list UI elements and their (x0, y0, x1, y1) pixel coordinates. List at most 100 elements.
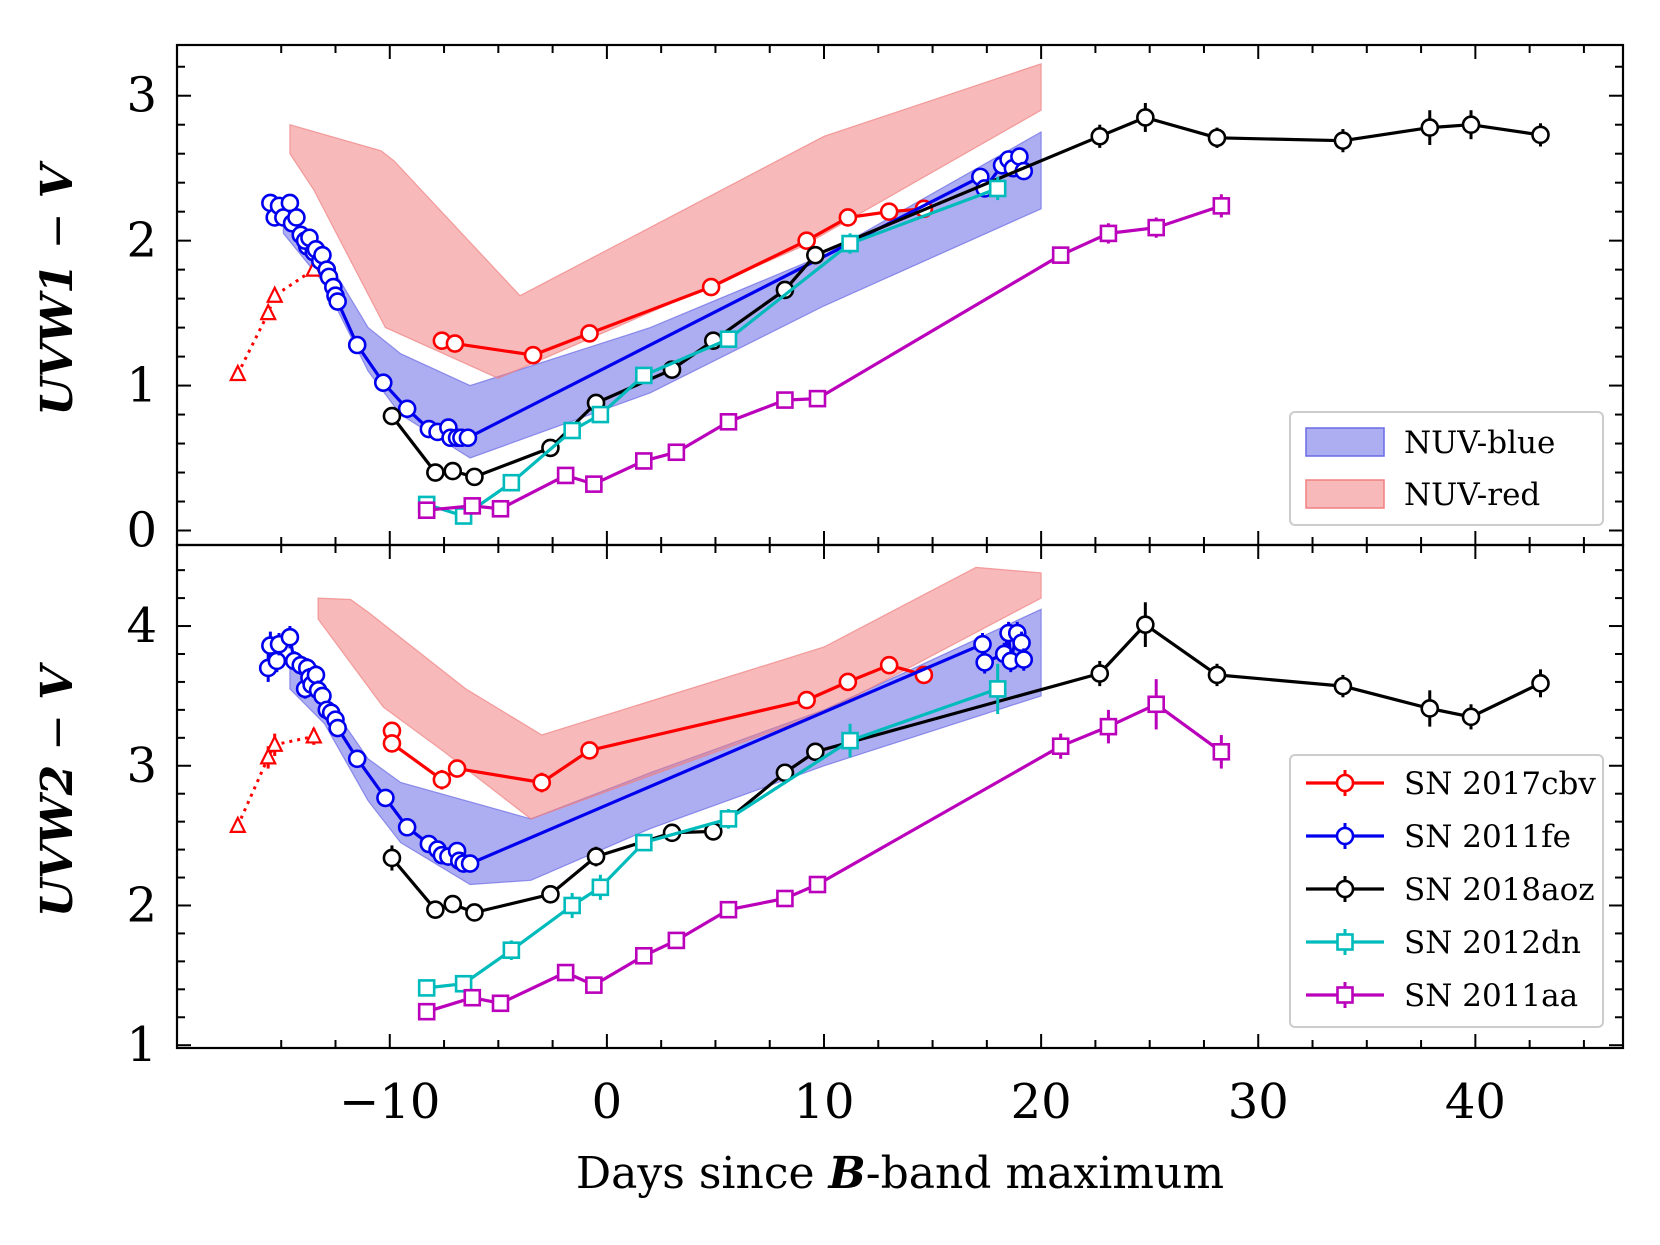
bottom-ytick-label: 2 (126, 877, 157, 933)
bottom-sn-2012dn-point (719, 810, 738, 828)
top-sn-2018aoz-point (465, 467, 484, 487)
bottom-sn-2018aoz-point (382, 848, 402, 868)
bottom-sn-2017cbv-point (879, 655, 899, 675)
top-sn-2011aa-point (719, 413, 738, 431)
bottom-sn-2011aa-point (1212, 742, 1231, 761)
bottom-ytick-label: 3 (126, 738, 157, 794)
legend-marker-sn-2018aoz (1335, 879, 1355, 899)
top-series-sn-2012dn (417, 176, 1007, 525)
top-sn-2011aa-point (776, 391, 794, 409)
top-sn-2011aa-point (1212, 197, 1231, 215)
bottom-legend: SN 2017cbv SN 2011fe SN 2018aoz SN 2012dn SN… (1289, 754, 1604, 1028)
bottom-sn-2011aa-point (1147, 695, 1165, 714)
top-sn-2017cbv-early-point (229, 363, 247, 382)
top-sn-2017cbv-point (701, 277, 721, 297)
top-sn-2018aoz-point (1207, 128, 1227, 148)
bottom-band-nuv-blue (289, 608, 1042, 886)
top-sn-2017cbv-point (797, 231, 816, 250)
bottom-sn-2011aa-point (635, 946, 653, 965)
bottom-series (229, 602, 1550, 1021)
xtick-label: 40 (1445, 1074, 1506, 1130)
top-sn-2011aa-point (417, 501, 436, 520)
bottom-sn-2018aoz-point (1333, 676, 1353, 696)
legend-label-nuv-red: NUV-red (1404, 477, 1540, 513)
bottom-sn-2011aa-point (719, 900, 738, 919)
legend-label-sn-2018aoz: SN 2018aoz (1404, 872, 1595, 908)
bottom-series-sn-2011fe (258, 621, 1034, 873)
bottom-sn-2012dn-point (841, 731, 859, 750)
bottom-series-sn-2011aa (417, 679, 1231, 1021)
bottom-bands (289, 566, 1042, 886)
bottom-sn-2017cbv-point (580, 741, 599, 760)
top-sn-2012dn-point (841, 234, 859, 253)
top-sn-2011fe-point (397, 399, 417, 419)
bottom-ylabel-part: − (32, 700, 83, 765)
top-sn-2011aa-point (635, 452, 653, 470)
bottom-sn-2018aoz-point (426, 900, 445, 919)
top-sn-2012dn-point (502, 473, 521, 492)
bottom-sn-2011fe-point (1012, 633, 1031, 653)
top-sn-2017cbv-point (879, 202, 899, 221)
bottom-sn-2018aoz-point (1461, 707, 1481, 727)
top-sn-2012dn-point (988, 179, 1007, 198)
top-band-nuv-red (289, 62, 1042, 379)
top-sn-2017cbv-early-point (259, 302, 277, 321)
top-ytick-label: 1 (126, 358, 157, 414)
top-sn-2012dn-point (719, 330, 738, 349)
top-sn-2011aa-point (667, 443, 686, 462)
top-sn-2018aoz-point (1461, 115, 1481, 135)
top-sn-2011aa-point (463, 497, 482, 515)
top-sn-2017cbv-early-line (236, 268, 315, 375)
top-legend: NUV-blue NUV-red (1289, 411, 1604, 526)
bottom-sn-2017cbv-early-point (259, 746, 277, 765)
bottom-sn-2017cbv-early-point (265, 734, 284, 752)
bottom-series-sn-2012dn (417, 663, 1007, 997)
top-sn-2018aoz-point (1136, 108, 1155, 127)
bottom-sn-2017cbv-point (838, 672, 858, 692)
top-sn-2011aa-point (556, 466, 575, 485)
top-panel: 0 1 2 3 NUV-blue NUV-red UVW1 − V (32, 43, 1625, 559)
bottom-sn-2012dn-point (635, 833, 653, 852)
xtick-label: 10 (793, 1074, 854, 1130)
xlabel-part: Days since (576, 1148, 829, 1199)
bottom-sn-2011aa-point (585, 976, 603, 994)
bottom-sn-2011aa-point (417, 1002, 436, 1021)
bottom-sn-2011fe-point (328, 718, 347, 738)
top-sn-2012dn-point (591, 405, 610, 424)
bottom-sn-2012dn-point (988, 680, 1007, 698)
bottom-sn-2011aa-point (776, 889, 794, 908)
top-sn-2017cbv-point (838, 208, 858, 227)
bottom-sn-2011aa-point (808, 875, 827, 894)
bottom-y-axis-label: UVW2 − V (32, 662, 83, 917)
bottom-sn-2011aa-point (491, 994, 510, 1013)
bottom-sn-2011fe-point (975, 653, 994, 672)
bottom-sn-2011fe-point (397, 817, 417, 837)
top-ylabel-part: − (32, 198, 83, 263)
legend-swatch-nuv-red (1305, 479, 1385, 509)
bottom-sn-2018aoz-point (1207, 665, 1227, 685)
top-ytick-label: 2 (126, 213, 157, 269)
bottom-plot-frame (175, 543, 1625, 1050)
xtick-label: 0 (592, 1074, 623, 1130)
legend-label-sn-2011aa: SN 2011aa (1404, 978, 1578, 1014)
top-sn-2011fe-point (458, 428, 478, 448)
top-sn-2018aoz-point (1333, 131, 1353, 150)
top-sn-2018aoz-point (443, 461, 463, 481)
bottom-sn-2018aoz-point (1090, 664, 1110, 683)
top-sn-2017cbv-early-point (265, 285, 284, 303)
bottom-sn-2018aoz-point (465, 903, 484, 922)
bottom-sn-2018aoz-point (541, 885, 560, 904)
top-sn-2011aa-point (585, 475, 603, 493)
top-sn-2018aoz-point (1090, 127, 1110, 146)
legend-marker-sn-2011fe (1335, 826, 1355, 846)
top-sn-2017cbv-point (445, 334, 465, 353)
bottom-sn-2011aa-point (1099, 717, 1118, 736)
x-axis-label: Days since B-band maximum (576, 1148, 1224, 1199)
xlabel-part: B (827, 1148, 866, 1199)
legend-label-nuv-blue: NUV-blue (1404, 425, 1555, 461)
bottom-sn-2011fe-point (376, 788, 395, 808)
xtick-label: −10 (339, 1074, 440, 1130)
top-y-axis-label: UVW1 − V (32, 160, 83, 415)
bottom-sn-2017cbv-point (432, 770, 452, 790)
bottom-sn-2011aa-point (556, 963, 575, 982)
